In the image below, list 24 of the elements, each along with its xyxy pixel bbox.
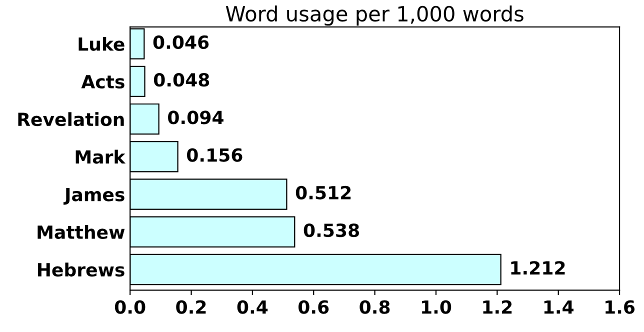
chart-title: Word usage per 1,000 words bbox=[226, 6, 524, 26]
x-tick-label: 1.4 bbox=[544, 300, 574, 314]
data-label: 1.212 bbox=[511, 261, 565, 274]
x-tick-label: 1.2 bbox=[483, 300, 512, 314]
y-tick-label: Mark bbox=[76, 150, 126, 164]
y-tick-label: Matthew bbox=[38, 225, 125, 239]
y-tick-label: James bbox=[64, 188, 124, 205]
data-label: 0.156 bbox=[187, 148, 242, 162]
x-tick-label: 0.4 bbox=[237, 300, 268, 314]
x-tick-label: 0.8 bbox=[360, 300, 390, 314]
y-tick-label: Acts bbox=[81, 75, 124, 89]
x-tick-label: 1.0 bbox=[422, 300, 452, 314]
data-label: 0.094 bbox=[168, 110, 224, 124]
x-tick-label: 0.6 bbox=[298, 300, 329, 314]
x-tick-label: 1.6 bbox=[606, 300, 635, 314]
data-label: 0.538 bbox=[304, 223, 359, 238]
data-label: 0.048 bbox=[154, 73, 210, 87]
data-label: 0.046 bbox=[153, 35, 209, 50]
y-tick-label: Luke bbox=[78, 36, 124, 51]
data-label: 0.512 bbox=[296, 186, 351, 200]
y-tick-label: Hebrews bbox=[38, 262, 124, 277]
y-tick-label: Revelation bbox=[18, 112, 124, 126]
x-tick-label: 0.0 bbox=[114, 300, 146, 314]
x-tick-label: 0.2 bbox=[176, 300, 206, 314]
